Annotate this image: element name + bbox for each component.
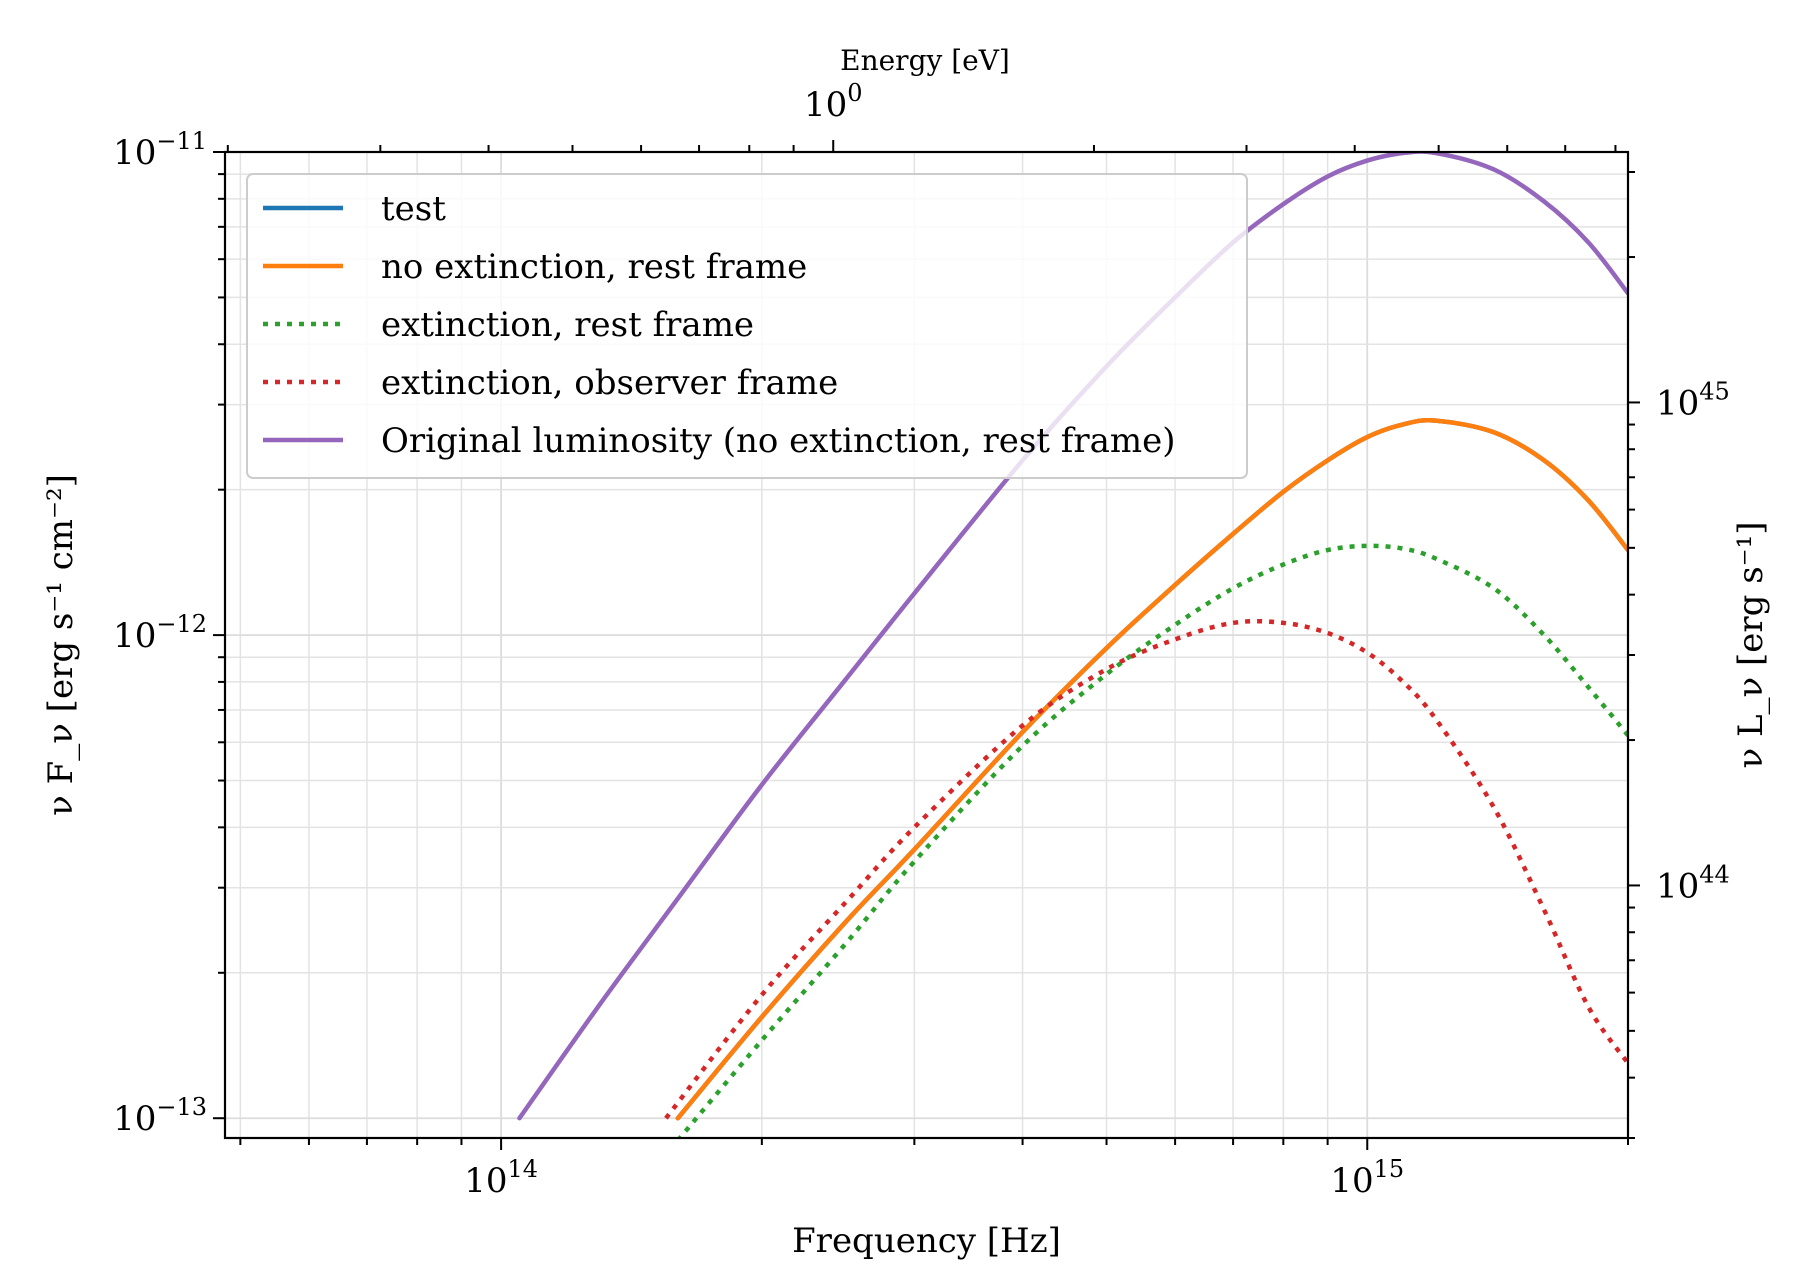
- right-y-axis-label: ν L_ν [erg s⁻¹]: [1731, 521, 1771, 768]
- legend-entry-label: no extinction, rest frame: [381, 247, 807, 287]
- top-x-axis-label: Energy [eV]: [840, 44, 1010, 77]
- plot-frame: [223, 150, 1630, 1140]
- x-tick-label: 1014: [464, 1155, 538, 1201]
- x-tick-label: 1015: [1330, 1155, 1404, 1201]
- series-line-test: [675, 417, 1628, 1121]
- legend-entry-label: extinction, rest frame: [381, 305, 754, 345]
- legend-entry-label: extinction, observer frame: [381, 363, 838, 403]
- legend: test no extinction, rest frame extinction,…: [246, 173, 1248, 479]
- y-tick-label: 10−12: [113, 610, 207, 656]
- legend-entry-label: Original luminosity (no extinction, rest…: [381, 421, 1176, 461]
- right-y-tick-label: 1044: [1656, 860, 1730, 906]
- y-axis-label: ν F_ν [erg s⁻¹ cm⁻²]: [41, 474, 81, 816]
- y-tick-label: 10−11: [113, 127, 207, 173]
- tick-layer: [213, 140, 1640, 1150]
- tick-label-layer: 1014 1015 10−13 10−12 10−11 1044 1045 100: [113, 79, 1730, 1201]
- series-line-extinction-observer-frame: [664, 618, 1628, 1120]
- x-axis-label: Frequency [Hz]: [792, 1221, 1061, 1261]
- legend-entry-label: test: [381, 189, 446, 229]
- right-y-tick-label: 1045: [1656, 377, 1730, 423]
- legend-box: [246, 173, 1248, 479]
- y-tick-label: 10−13: [113, 1093, 207, 1139]
- series-line-no-extinction-rest-frame: [675, 417, 1628, 1121]
- series-line-extinction-rest-frame: [676, 543, 1628, 1138]
- top-x-tick-label: 100: [804, 79, 863, 125]
